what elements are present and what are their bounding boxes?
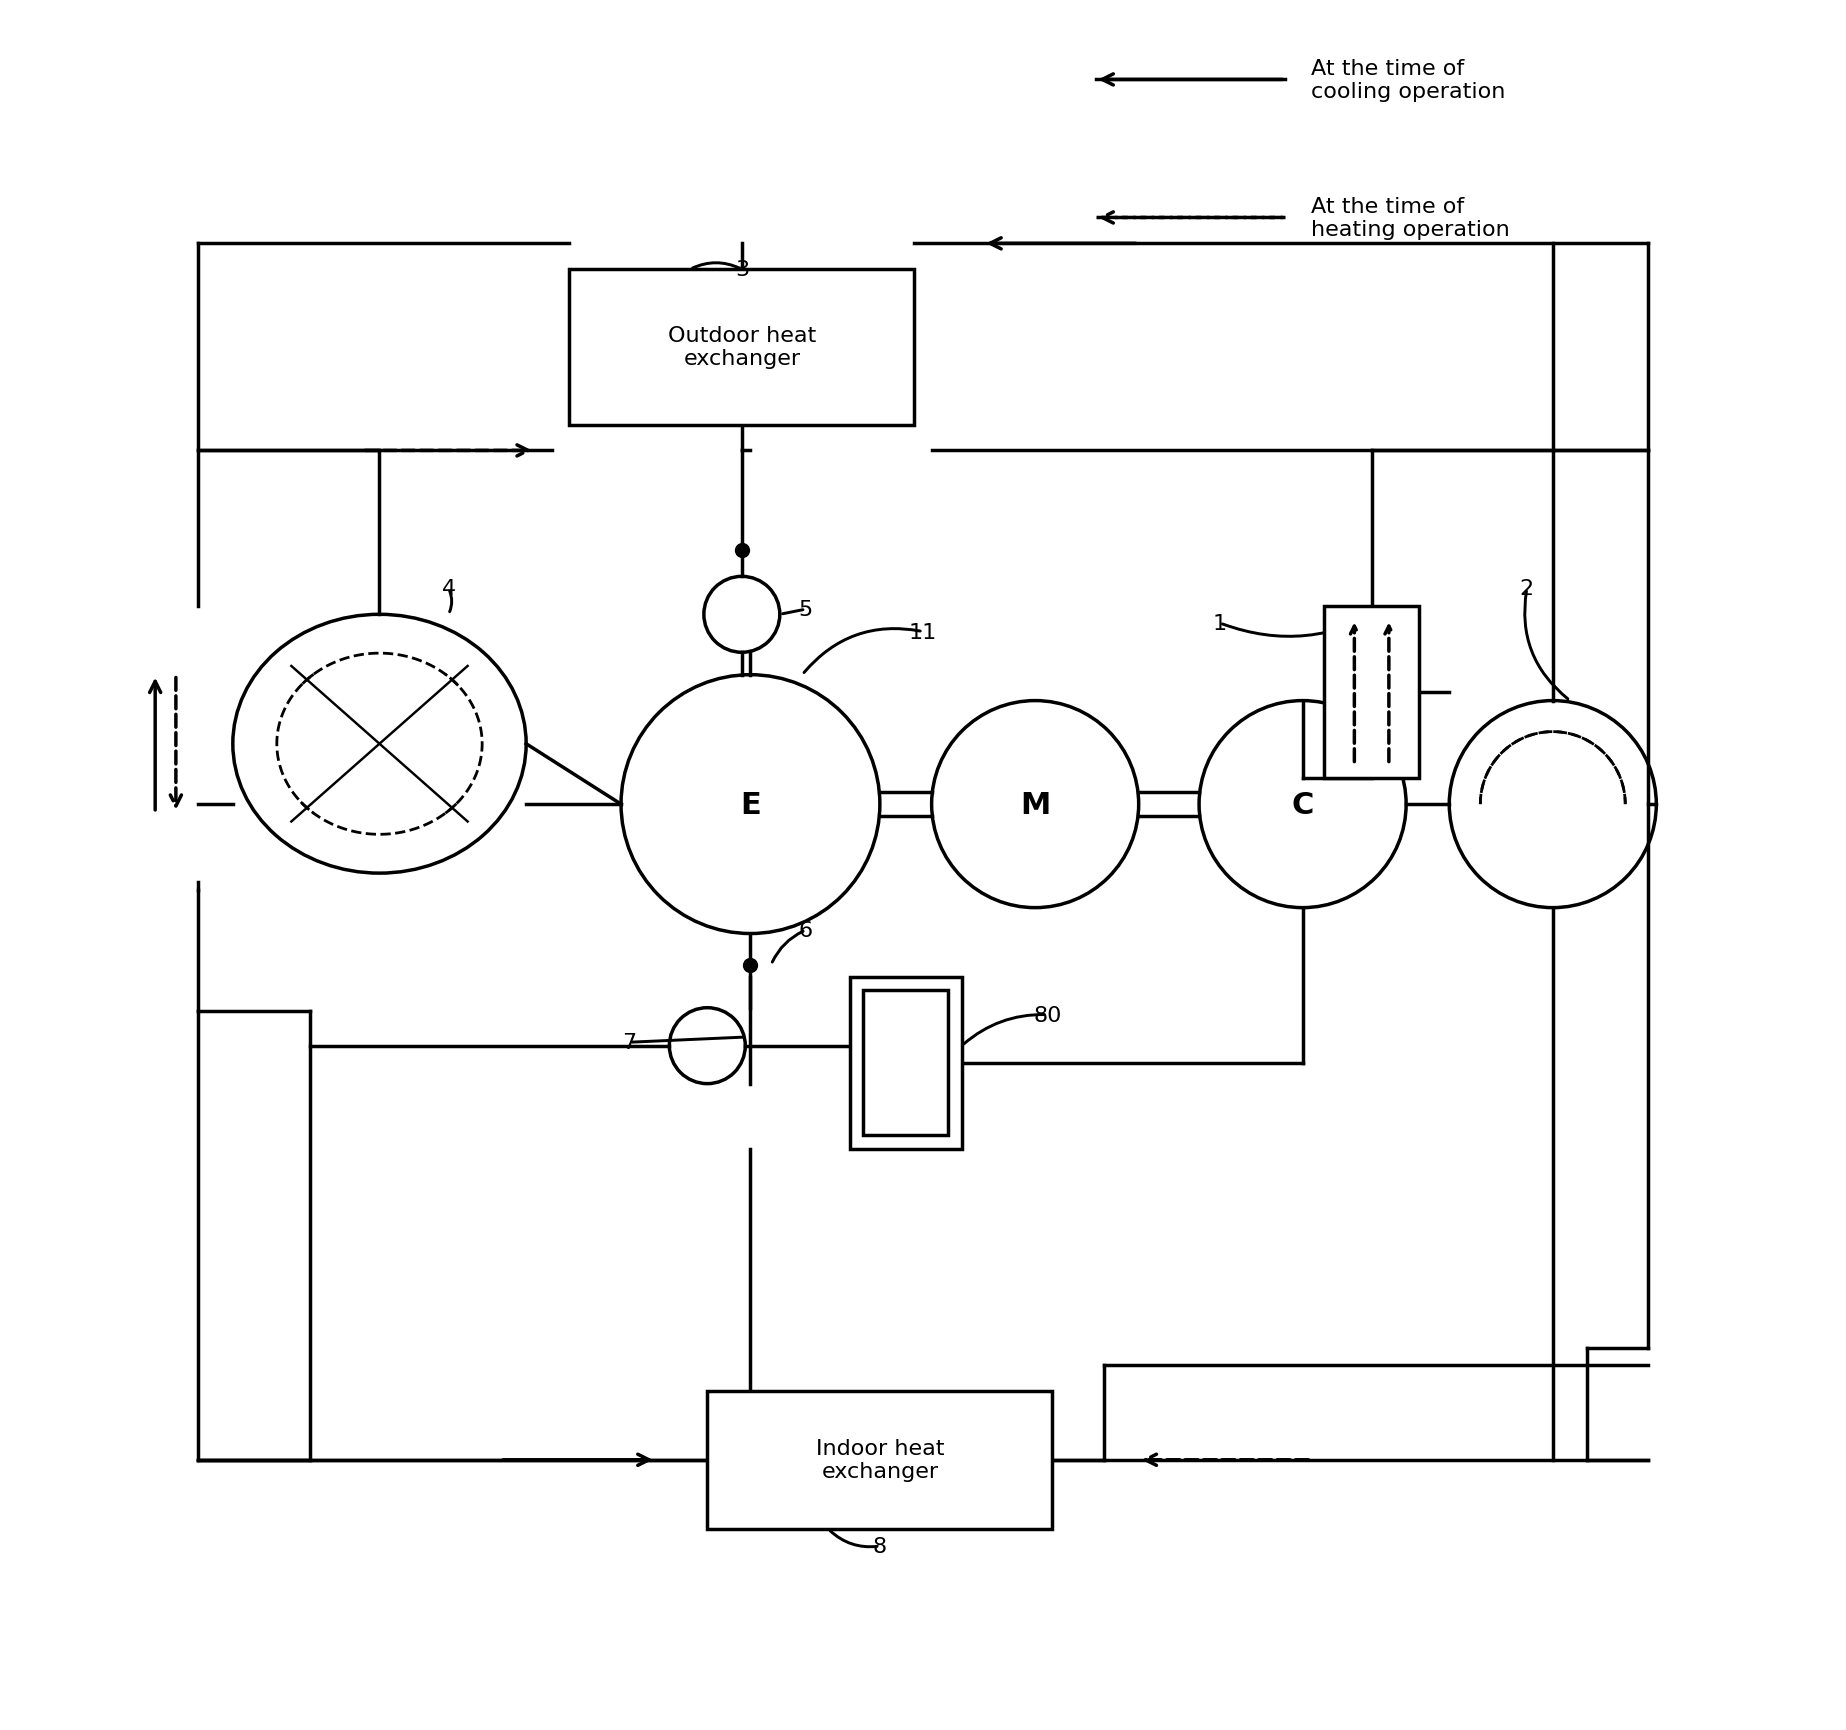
Text: Outdoor heat
exchanger: Outdoor heat exchanger	[668, 325, 816, 368]
Text: C: C	[1292, 791, 1314, 818]
Bar	[569, 270, 914, 426]
Text: Indoor heat
exchanger: Indoor heat exchanger	[816, 1438, 943, 1481]
Text: 11: 11	[908, 623, 938, 642]
Bar	[1324, 606, 1420, 778]
Text: 6: 6	[799, 920, 812, 941]
Text: 5: 5	[799, 600, 812, 619]
Text: 4: 4	[441, 580, 456, 599]
Text: At the time of
heating operation: At the time of heating operation	[1311, 197, 1510, 240]
Text: 80: 80	[1034, 1005, 1061, 1024]
Text: 8: 8	[873, 1536, 886, 1557]
Bar	[864, 991, 949, 1135]
Text: E: E	[740, 791, 761, 818]
Text: 1: 1	[1213, 614, 1228, 633]
Text: 2: 2	[1519, 580, 1534, 599]
Text: 3: 3	[735, 260, 749, 280]
Text: At the time of
cooling operation: At the time of cooling operation	[1311, 59, 1506, 102]
Bar	[849, 977, 962, 1149]
Text: M: M	[1021, 791, 1050, 818]
Text: 7: 7	[622, 1033, 637, 1052]
Bar	[707, 1391, 1052, 1529]
